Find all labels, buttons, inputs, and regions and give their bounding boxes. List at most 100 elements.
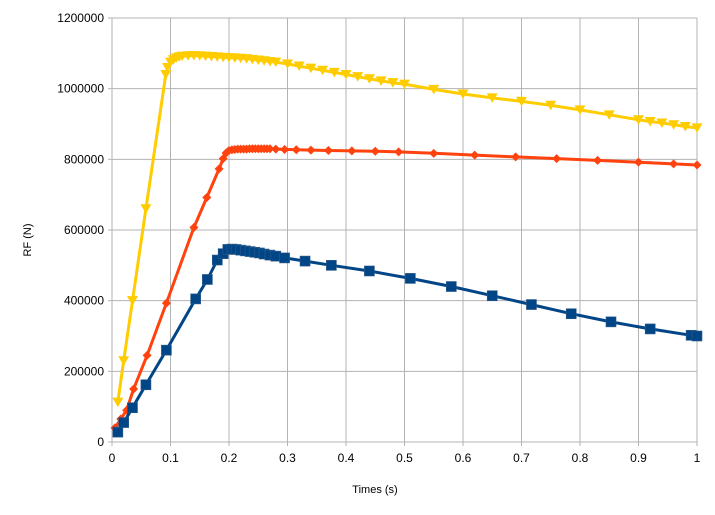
y-tick-label: 200000 <box>64 364 104 378</box>
yellow-series-point <box>691 123 703 133</box>
yellow-series-point <box>457 89 469 99</box>
blue-series-point <box>565 308 577 320</box>
yellow-series-point <box>545 100 557 111</box>
blue-series <box>112 243 703 438</box>
yellow-series-point <box>340 70 352 80</box>
orange-series-point <box>280 144 290 154</box>
yellow-series-point <box>633 115 644 125</box>
blue-series-point <box>644 323 656 335</box>
orange-series-point <box>470 150 480 160</box>
blue-series-point <box>161 344 172 356</box>
blue-series-point <box>445 281 457 292</box>
x-tick-label: 1 <box>694 451 701 465</box>
blue-series-point <box>605 316 617 328</box>
y-axis-title: RF (N) <box>22 224 34 257</box>
orange-series-point <box>291 145 301 155</box>
yellow-series-point <box>328 67 340 78</box>
x-tick-label: 0.8 <box>572 451 589 465</box>
orange-series-point <box>692 160 702 170</box>
yellow-series-point <box>387 78 399 88</box>
orange-series-point <box>634 157 643 167</box>
blue-series-point <box>526 299 537 310</box>
yellow-series-point <box>118 356 130 366</box>
orange-series-point <box>265 144 275 154</box>
yellow-series-point <box>603 110 615 120</box>
orange-series-point <box>552 154 562 164</box>
yellow-series-point <box>363 74 375 84</box>
yellow-series-point <box>399 79 410 90</box>
orange-series-point <box>511 152 521 162</box>
yellow-series-point <box>428 84 440 95</box>
blue-series-point <box>190 293 201 305</box>
blue-series-point <box>212 254 223 266</box>
x-tick-label: 0.3 <box>279 451 296 465</box>
orange-series-point <box>189 223 199 233</box>
yellow-series-point <box>293 61 305 72</box>
yellow-series-point <box>679 121 691 132</box>
orange-series-point <box>394 147 404 157</box>
orange-series-point <box>669 159 679 169</box>
orange-series-point <box>370 146 380 156</box>
y-tick-label: 800000 <box>64 152 104 166</box>
yellow-series-point <box>486 93 498 103</box>
y-axis-ticks: 0 200000 400000 600000 800000 1000000 1200000 <box>57 11 112 449</box>
grid <box>111 17 698 443</box>
blue-series-point <box>691 330 703 342</box>
yellow-series-point <box>317 65 329 76</box>
blue-series-point <box>486 290 498 302</box>
x-tick-label: 0.9 <box>630 451 647 465</box>
yellow-series-point <box>574 105 586 115</box>
x-tick-label: 0.4 <box>338 451 355 465</box>
yellow-series-point <box>375 76 387 86</box>
x-tick-label: 0.1 <box>162 451 179 465</box>
y-tick-label: 0 <box>97 435 104 449</box>
yellow-series-point <box>282 59 293 69</box>
blue-series-point <box>118 417 129 428</box>
blue-series-point <box>112 426 124 438</box>
yellow-series-point <box>668 120 680 130</box>
orange-series-point <box>161 298 171 308</box>
yellow-series-point <box>656 118 668 128</box>
yellow-series-point <box>644 117 656 127</box>
blue-series-point <box>326 260 337 271</box>
y-tick-label: 600000 <box>64 223 104 237</box>
blue-series-point <box>405 273 416 284</box>
orange-series-point <box>593 155 603 165</box>
orange-series-point <box>129 384 139 394</box>
orange-series-point <box>271 144 281 154</box>
blue-series-point <box>140 379 152 391</box>
yellow-series-point <box>352 72 364 82</box>
y-tick-label: 400000 <box>64 294 104 308</box>
x-tick-label: 0.7 <box>513 451 530 465</box>
yellow-series-point <box>112 397 124 408</box>
blue-series-point <box>279 252 290 264</box>
yellow-series-point <box>270 57 282 68</box>
yellow-series-point <box>140 204 152 214</box>
x-tick-label: 0.6 <box>455 451 472 465</box>
y-tick-label: 1200000 <box>57 11 104 25</box>
yellow-series-point <box>126 296 138 306</box>
x-tick-label: 0.2 <box>221 451 238 465</box>
orange-series-point <box>142 350 152 360</box>
yellow-series <box>112 50 703 408</box>
x-tick-label: 0.5 <box>396 451 413 465</box>
blue-series-point <box>299 255 311 267</box>
orange-series-point <box>214 164 224 174</box>
x-axis-ticks: 0 0.1 0.2 0.3 0.4 0.5 0.6 0.7 0.8 0.9 1 <box>109 442 701 465</box>
blue-series-point <box>127 402 138 414</box>
orange-series-point <box>347 146 357 156</box>
orange-series-point <box>429 148 439 158</box>
orange-series-point <box>323 146 333 155</box>
y-tick-label: 1000000 <box>57 82 104 96</box>
series-layer <box>110 50 703 438</box>
yellow-series-point <box>516 96 527 107</box>
blue-series-point <box>364 265 375 277</box>
blue-series-point <box>202 274 213 285</box>
x-axis-title: Times (s) <box>352 484 397 496</box>
orange-series-point <box>306 145 316 155</box>
yellow-series-point <box>160 70 172 80</box>
x-tick-label: 0 <box>109 451 116 465</box>
yellow-series-point <box>305 63 317 74</box>
orange-series-point <box>202 192 212 202</box>
